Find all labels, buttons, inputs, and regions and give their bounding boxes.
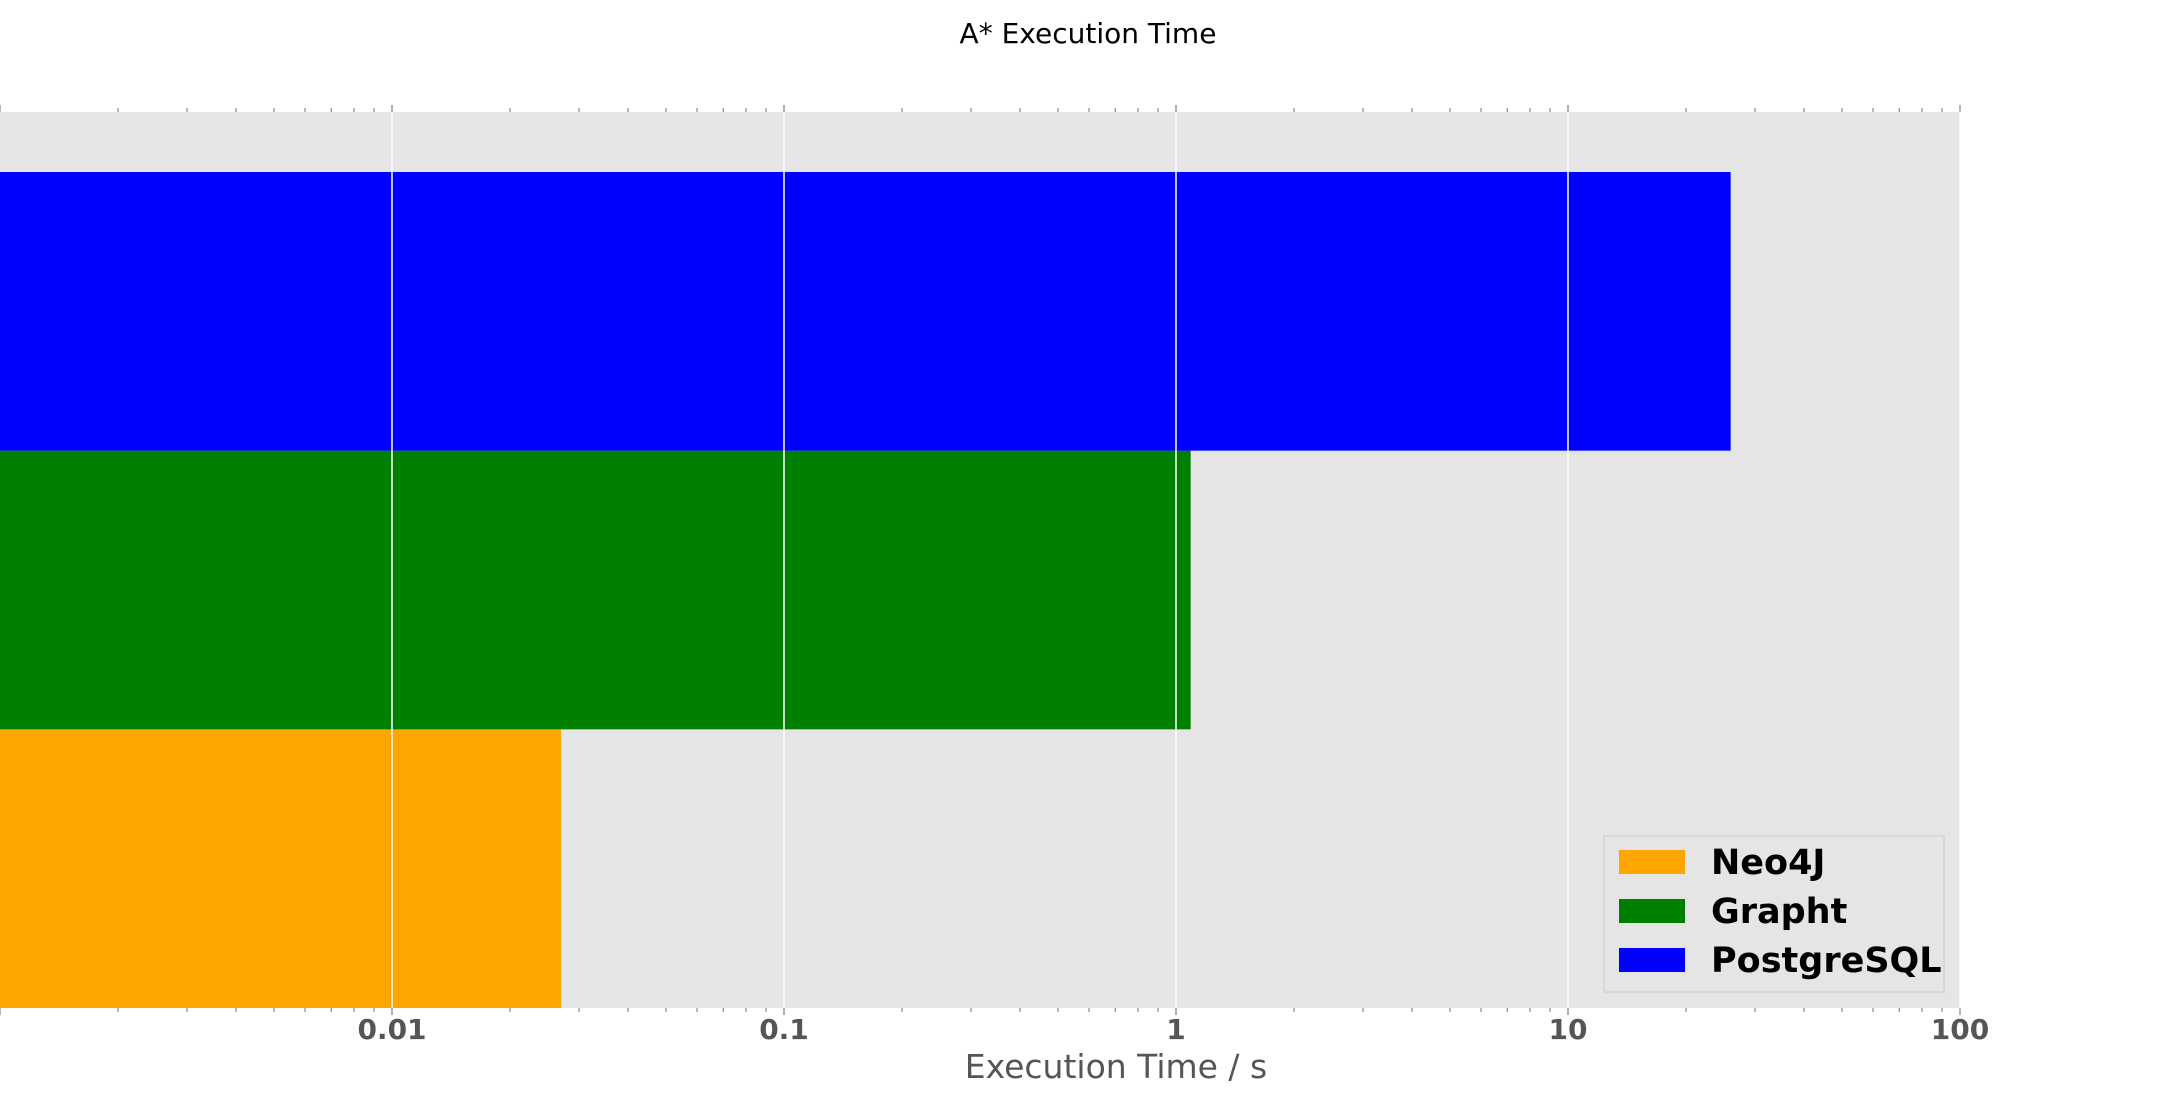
x-tick-label: 1	[1166, 1013, 1185, 1046]
legend-swatch-grapht	[1619, 899, 1685, 923]
chart-title: A* Execution Time	[960, 17, 1217, 50]
legend-label-postgresql: PostgreSQL	[1711, 941, 1942, 981]
legend-label-neo4j: Neo4J	[1711, 843, 1825, 883]
x-tick-label: 0.1	[759, 1013, 809, 1046]
bar-neo4j	[0, 729, 562, 1008]
legend-swatch-postgresql	[1619, 948, 1685, 972]
x-tick-label: 10	[1549, 1013, 1588, 1046]
bar-postgresql	[0, 172, 1731, 451]
x-tick-label: 100	[1931, 1013, 1989, 1046]
legend-label-grapht: Grapht	[1711, 892, 1847, 932]
x-tick-label: 0.01	[357, 1013, 426, 1046]
bar-grapht	[0, 450, 1191, 730]
x-axis-label: Execution Time / s	[965, 1047, 1267, 1086]
legend-swatch-neo4j	[1619, 850, 1685, 874]
legend: Neo4J Grapht PostgreSQL	[1603, 835, 1945, 993]
